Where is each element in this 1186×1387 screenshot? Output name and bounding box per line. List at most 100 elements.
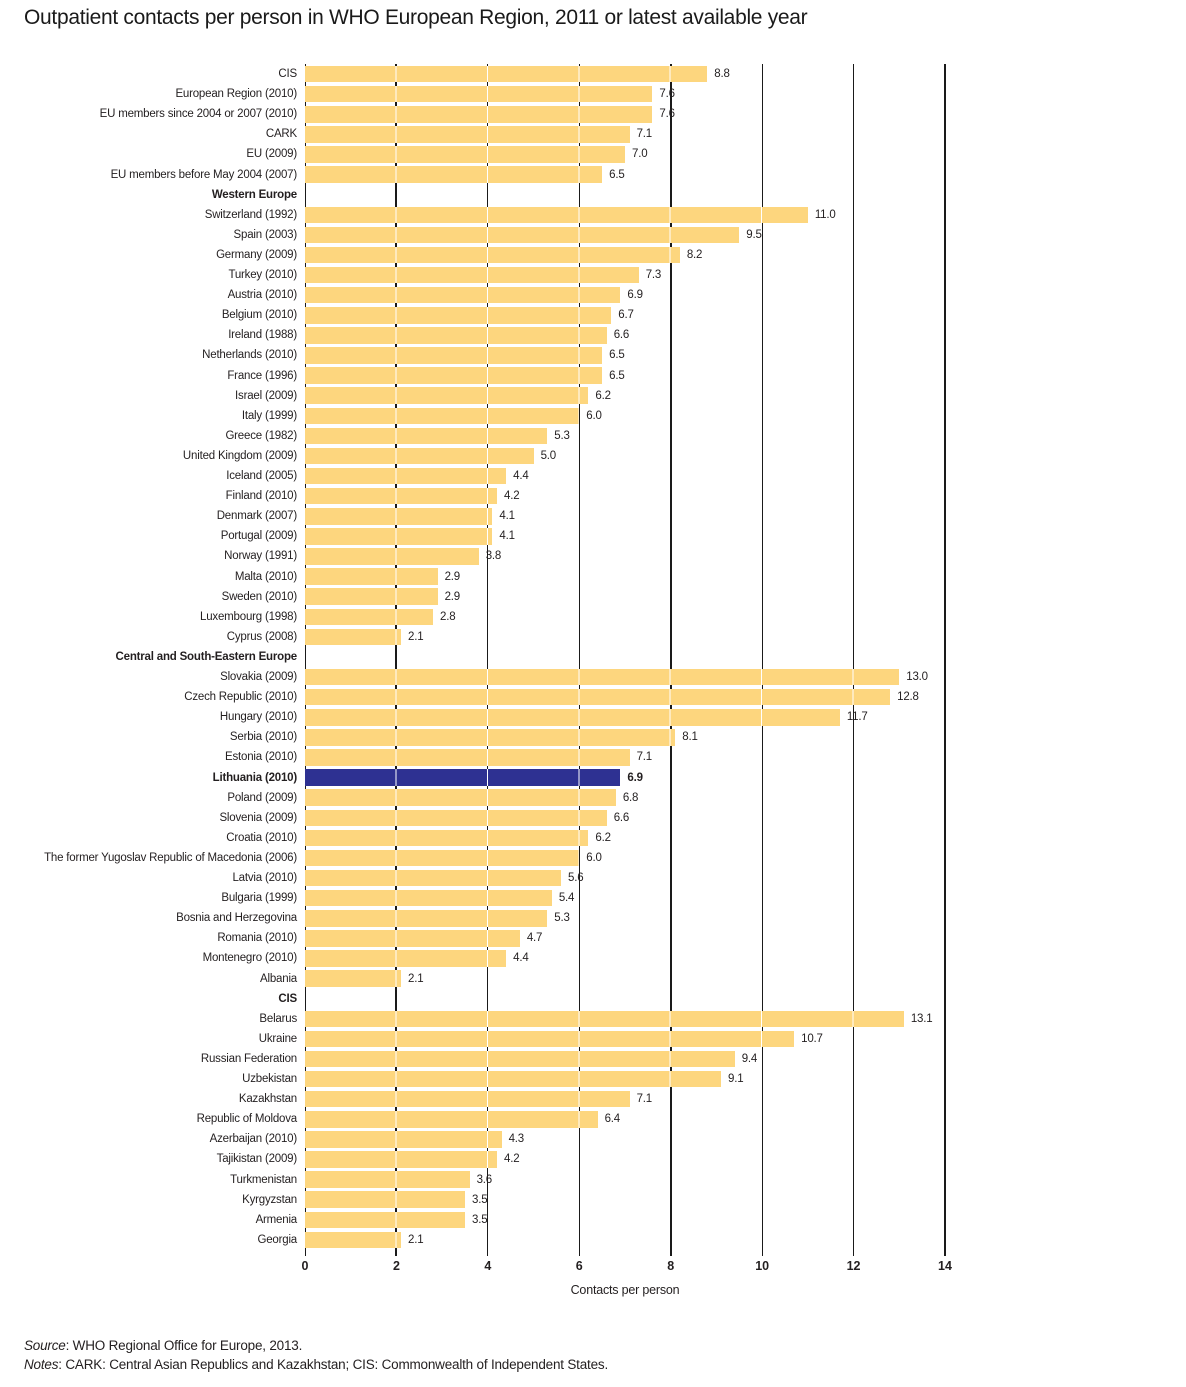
bar: [305, 668, 900, 686]
row-label: Lithuania (2010): [212, 771, 298, 784]
bar-value: 2.9: [444, 590, 461, 603]
bar: [305, 347, 603, 364]
gridline-10: [761, 64, 763, 1256]
row-label: Croatia (2010): [226, 831, 297, 844]
row-label: Italy (1999): [241, 409, 297, 422]
bar: [305, 608, 433, 625]
row-label: Poland (2009): [227, 791, 297, 804]
bar: [305, 226, 740, 244]
bar-value: 7.0: [632, 148, 648, 161]
bar: [305, 206, 808, 223]
bar-value: 7.6: [659, 108, 675, 121]
source-note: Source: WHO Regional Office for Europe, …: [24, 1336, 608, 1355]
bar-value: 6.7: [618, 309, 634, 322]
bar-value: 3.8: [485, 550, 502, 563]
bar: [305, 1030, 795, 1048]
bar: [305, 286, 621, 304]
bar-value: 4.1: [499, 530, 515, 543]
notes-note: Notes: CARK: Central Asian Republics and…: [24, 1355, 608, 1374]
bar: [305, 829, 589, 847]
bar-value: 7.1: [636, 128, 653, 141]
row-label: Bulgaria (1999): [221, 892, 297, 905]
x-tick-label-6: 6: [575, 1258, 583, 1273]
bar-value: 4.4: [513, 952, 529, 965]
bar: [305, 367, 603, 384]
row-label: Sweden (2010): [221, 590, 298, 603]
row-label: Bosnia and Herzegovina: [176, 912, 297, 925]
bar-value: 6.2: [595, 389, 611, 402]
bar-value: 6.6: [613, 811, 630, 824]
bar: [305, 1070, 721, 1088]
row-label: Ireland (1988): [228, 329, 297, 342]
row-label: Tajikistan (2009): [216, 1153, 298, 1166]
bar-value: 2.8: [440, 610, 456, 623]
row-label: Hungary (2010): [219, 711, 297, 724]
row-label: Slovenia (2009): [219, 811, 297, 824]
gridline-0: [304, 64, 306, 1256]
row-label: Georgia: [257, 1233, 297, 1246]
row-label: The former Yugoslav Republic of Macedoni…: [44, 851, 297, 864]
bar-chart: CIS 8.8 European Region (2010) 7.6 EU member…: [44, 64, 952, 1297]
bar-value: 8.1: [682, 731, 698, 744]
bar-value: 7.3: [645, 269, 662, 281]
x-tick-label-8: 8: [667, 1258, 675, 1273]
bar: [305, 246, 680, 264]
bar-value: 4.4: [513, 470, 529, 482]
bar-value: 2.1: [408, 972, 424, 985]
row-label: France (1996): [227, 369, 297, 382]
gridline-4: [487, 64, 489, 1256]
row-label: Denmark (2007): [216, 510, 297, 523]
bar-value: 4.7: [526, 932, 543, 945]
row-label: Romania (2010): [217, 932, 297, 945]
bar: [305, 487, 497, 505]
bar-value: 2.1: [408, 1233, 424, 1246]
bar: [305, 688, 891, 706]
row-label: Israel (2009): [235, 389, 297, 402]
row-label: Kazakhstan: [238, 1093, 297, 1106]
bar: [305, 407, 580, 424]
bar: [305, 307, 612, 324]
bar: [305, 327, 607, 344]
bar-value: 7.1: [636, 751, 653, 764]
row-label: Austria (2010): [227, 289, 298, 302]
x-tick-label-0: 0: [301, 1258, 309, 1273]
row-label: Kyrgyzstan: [242, 1193, 297, 1206]
row-label: Malta (2010): [234, 570, 297, 583]
x-tick-label-14: 14: [938, 1258, 952, 1273]
bar: [305, 427, 548, 445]
section-header: Central and South-Eastern Europe: [115, 650, 298, 663]
bar-value: 6.5: [609, 168, 625, 181]
bar-value: 9.4: [741, 1052, 758, 1065]
bar: [305, 447, 534, 465]
bar: [305, 789, 616, 806]
row-label: Armenia: [255, 1213, 298, 1226]
bar-value: 7.1: [636, 1093, 653, 1106]
row-label: Cyprus (2008): [226, 630, 297, 643]
bar: [305, 910, 548, 927]
bar-value: 4.2: [504, 490, 520, 503]
bar: [305, 1050, 735, 1068]
bar-value: 7.6: [659, 88, 675, 101]
bar-value: 13.0: [906, 671, 928, 683]
bar: [305, 126, 630, 143]
bar-value: 6.9: [627, 771, 643, 784]
bar-value: 6.9: [627, 289, 643, 302]
row-label: Estonia (2010): [225, 751, 297, 764]
bar: [305, 849, 580, 867]
row-label: Albania: [260, 972, 297, 985]
bar-value: 4.3: [508, 1133, 525, 1146]
chart-title: Outpatient contacts per person in WHO Eu…: [24, 6, 808, 29]
row-label: Russian Federation: [200, 1052, 297, 1065]
bar-value: 12.8: [897, 691, 919, 704]
row-label: Uzbekistan: [242, 1073, 297, 1085]
row-label: Greece (1982): [225, 429, 297, 442]
bar-value: 8.2: [686, 248, 703, 261]
bar: [305, 146, 625, 163]
bar: [305, 950, 507, 967]
bar: [305, 749, 630, 766]
row-label: Belarus: [259, 1012, 297, 1025]
row-label: Luxembourg (1998): [200, 610, 297, 623]
bar-value: 6.0: [586, 851, 602, 864]
row-label: Iceland (2005): [226, 470, 297, 482]
bar-value: 11.7: [846, 711, 868, 724]
